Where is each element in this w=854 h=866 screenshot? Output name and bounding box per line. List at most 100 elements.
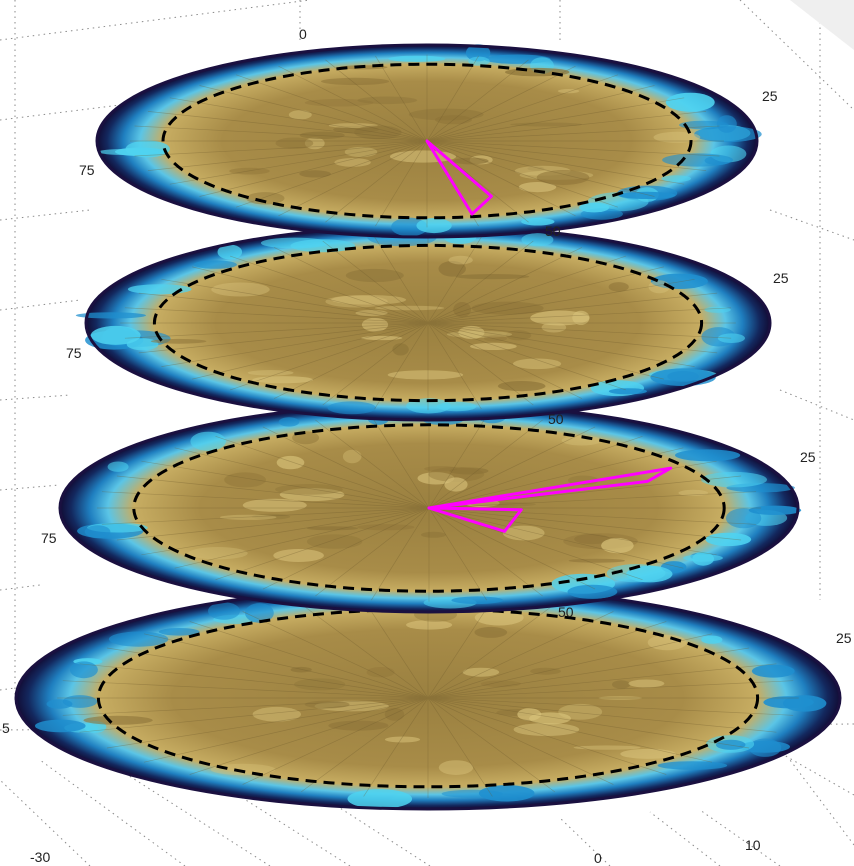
field-streak: [275, 137, 314, 149]
field-streak: [573, 745, 641, 750]
tick-label-l3-left: 75: [41, 530, 57, 546]
highlight-sector-1: [425, 139, 493, 216]
radial-spokes: [130, 54, 724, 228]
field-streak: [150, 338, 207, 344]
rim-patch: [665, 92, 715, 112]
tick-label-l4-bottom: 50: [558, 604, 574, 620]
rim-patch: [608, 388, 648, 395]
rim-patch: [406, 398, 451, 414]
field-streak: [608, 282, 629, 292]
field-streak: [306, 534, 363, 549]
field-streak: [406, 620, 453, 630]
tick-label-l2-right: 25: [773, 270, 789, 286]
field-streak: [474, 626, 508, 638]
field-streak: [304, 137, 325, 150]
tick-label-l1-right: 25: [762, 88, 778, 104]
field-streak: [530, 667, 561, 675]
rim-patch: [701, 635, 723, 644]
field-streak: [435, 115, 472, 125]
rim-patch: [567, 584, 618, 599]
field-streak: [251, 513, 291, 520]
rim-patch: [661, 175, 691, 183]
field-streak: [470, 342, 517, 350]
field-streak: [361, 317, 389, 332]
field-streak: [384, 707, 405, 721]
field-streak: [612, 680, 631, 689]
layer-rim: [95, 43, 759, 239]
rim-patch: [107, 461, 129, 472]
field-streak: [502, 525, 545, 541]
field-streak: [219, 514, 277, 520]
field-streak: [453, 157, 489, 165]
field-streak: [374, 305, 445, 311]
field-streak: [444, 477, 468, 492]
rim-patch: [701, 471, 767, 488]
rim-patch: [650, 368, 716, 387]
field-streak: [188, 547, 248, 560]
field-streak: [462, 667, 500, 677]
rim-patch: [662, 153, 734, 167]
rim-patch: [441, 789, 503, 798]
rim-patch: [465, 44, 491, 62]
field-streak: [279, 488, 345, 502]
tick-label-l3-right: 25: [800, 449, 816, 465]
polar-layer-1: [95, 43, 762, 239]
field-streak: [366, 667, 395, 678]
field-streak: [334, 158, 371, 167]
field-streak: [518, 182, 557, 193]
layer-disc: [86, 226, 770, 420]
field-streak: [408, 108, 484, 121]
field-streak: [446, 330, 513, 338]
field-streak: [276, 455, 305, 470]
reference-ring: [161, 62, 693, 220]
rim-patch: [725, 508, 762, 529]
rim-patch: [478, 785, 535, 802]
field-streak: [628, 679, 665, 688]
rim-patch: [751, 664, 795, 678]
axis-tick-10: 10: [745, 837, 761, 853]
rim-patch: [468, 56, 490, 66]
field-streak: [417, 472, 455, 485]
rim-patch: [90, 325, 141, 345]
rim-patch: [675, 449, 741, 462]
field-streak: [304, 700, 350, 709]
field-streak: [275, 484, 343, 495]
highlight-sector-2: [427, 466, 673, 510]
polar-layer-3: [58, 402, 802, 614]
field-streak: [328, 720, 389, 731]
field-streak: [527, 166, 545, 171]
field-streak: [653, 131, 701, 143]
field-streak: [247, 370, 294, 376]
field-streak: [428, 466, 485, 482]
reference-ring: [132, 423, 726, 593]
field-streak: [342, 449, 362, 464]
reference-ring: [152, 243, 704, 403]
tick-labels: 0 25 75 50 25 75 25 50 75 25 50 5 -30 0 …: [2, 26, 852, 866]
rim-patch: [190, 431, 226, 451]
field-streak: [620, 748, 677, 759]
field-streak: [211, 282, 270, 297]
field-streak: [510, 122, 583, 127]
field-streak: [252, 706, 301, 722]
field-streak: [355, 309, 388, 317]
rim-patch: [245, 603, 274, 623]
polar-layers: [14, 43, 842, 811]
rim-patch: [717, 333, 746, 344]
rim-patch: [416, 218, 452, 234]
rim-patch: [521, 217, 555, 226]
tick-label-l2-left: 75: [66, 345, 82, 361]
field-streak: [474, 609, 524, 626]
field-streak: [513, 358, 562, 370]
field-streak: [574, 534, 610, 545]
rim-patch: [692, 551, 714, 566]
rim-patch: [208, 602, 240, 620]
field-streak: [458, 325, 485, 340]
field-streak: [438, 760, 474, 775]
rim-patch: [388, 55, 446, 62]
rim-patch: [158, 628, 200, 636]
rim-patch: [347, 789, 413, 809]
field-streak: [354, 125, 402, 140]
field-streak: [83, 715, 153, 725]
field-streak: [306, 526, 359, 531]
polar-layer-4: [14, 585, 842, 811]
